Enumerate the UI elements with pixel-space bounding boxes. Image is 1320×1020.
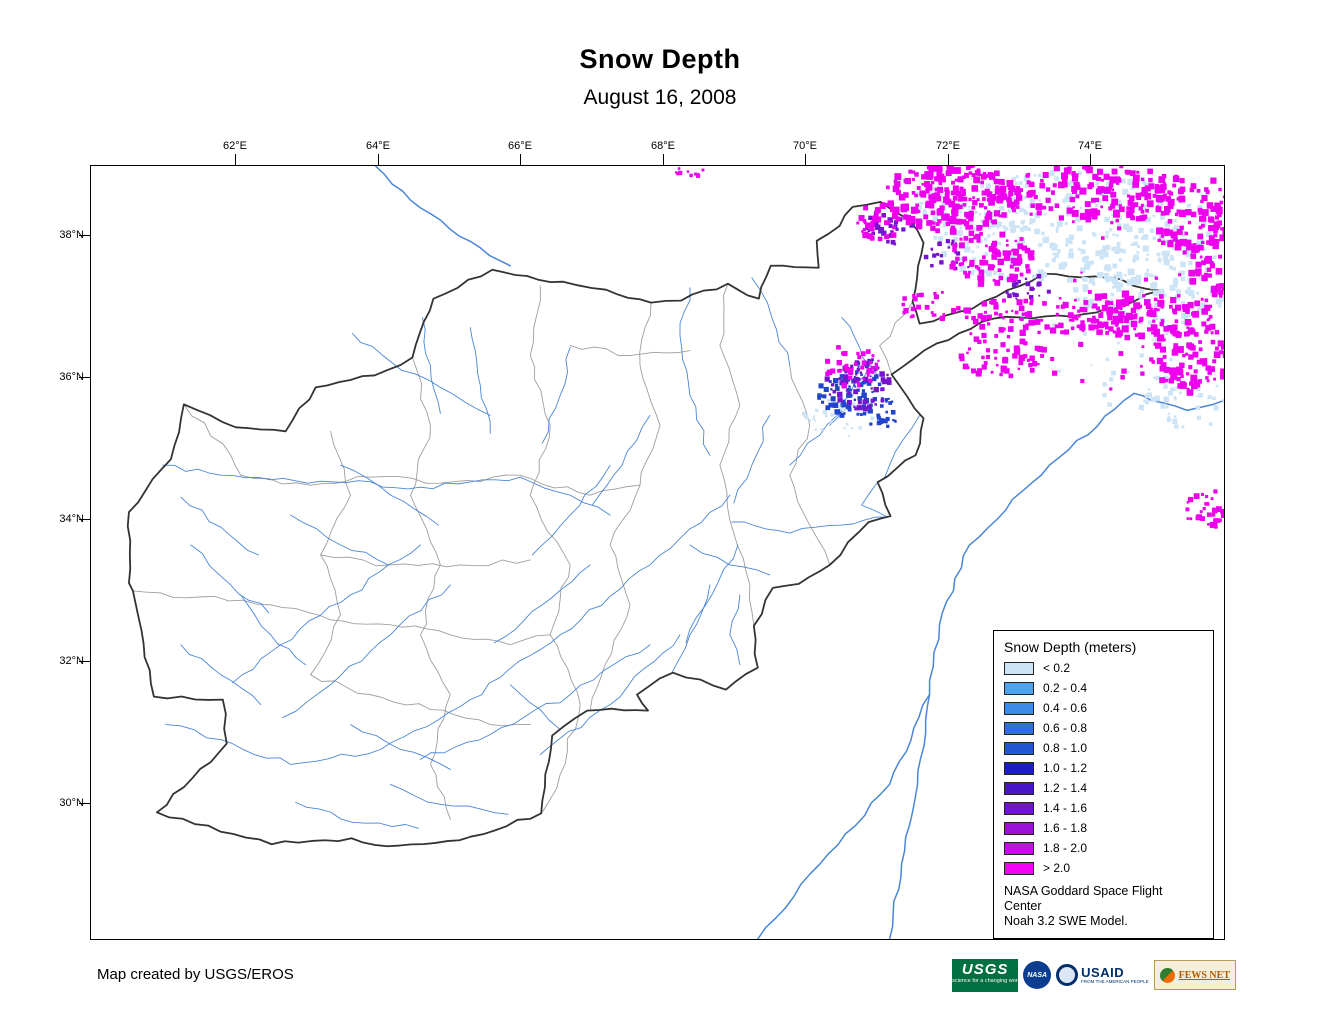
lon-tick-mark: [805, 154, 806, 165]
legend-item-label: 1.0 - 1.2: [1043, 761, 1088, 775]
legend-item: 1.2 - 1.4: [1004, 782, 1203, 795]
nasa-logo-text: NASA: [1027, 971, 1048, 979]
lat-tick-mark: [79, 803, 90, 804]
usaid-logo-text: USAID: [1081, 965, 1125, 980]
legend-swatch: [1004, 802, 1034, 815]
lon-tick-label: 74°E: [1078, 140, 1102, 152]
lat-tick-mark: [79, 519, 90, 520]
legend-swatch: [1004, 682, 1034, 695]
legend-item-label: 0.4 - 0.6: [1043, 701, 1088, 715]
usgs-logo-text: USGS: [961, 960, 1009, 978]
usaid-emblem-icon: [1056, 964, 1079, 986]
legend-item-label: 1.6 - 1.8: [1043, 821, 1088, 835]
page-subtitle: August 16, 2008: [583, 86, 737, 109]
legend-item-label: 0.8 - 1.0: [1043, 741, 1088, 755]
legend-swatch: [1004, 782, 1034, 795]
lon-tick-mark: [378, 154, 379, 165]
lat-tick-label: 38°N: [59, 229, 84, 241]
legend: Snow Depth (meters) < 0.2 0.2 - 0.4 0.4 …: [993, 630, 1214, 939]
map-canvas: [126, 166, 1224, 939]
lon-tick-label: 64°E: [366, 140, 390, 152]
legend-item-label: 0.6 - 0.8: [1043, 721, 1088, 735]
lat-tick-mark: [79, 377, 90, 378]
lon-tick-mark: [520, 154, 521, 165]
legend-note-line1: NASA Goddard Space Flight Center: [1004, 884, 1163, 913]
lon-tick-mark: [663, 154, 664, 165]
lat-tick-mark: [79, 235, 90, 236]
legend-item: 0.8 - 1.0: [1004, 742, 1203, 755]
legend-item: 0.4 - 0.6: [1004, 702, 1203, 715]
legend-swatch: [1004, 842, 1034, 855]
lat-tick-label: 32°N: [59, 655, 84, 667]
legend-swatch: [1004, 722, 1034, 735]
lat-tick-label: 34°N: [59, 513, 84, 525]
usgs-logo-tagline: science for a changing world: [952, 977, 1022, 984]
legend-note: NASA Goddard Space Flight Center Noah 3.…: [1004, 884, 1203, 929]
legend-swatch: [1004, 822, 1034, 835]
legend-item-label: > 2.0: [1043, 861, 1071, 875]
legend-item-label: 0.2 - 0.4: [1043, 681, 1088, 695]
legend-swatch: [1004, 742, 1034, 755]
lon-tick-label: 66°E: [508, 140, 532, 152]
legend-item: 0.6 - 0.8: [1004, 722, 1203, 735]
lon-tick-mark: [948, 154, 949, 165]
legend-item-label: < 0.2: [1043, 661, 1071, 675]
lon-tick-label: 62°E: [223, 140, 247, 152]
fews-net-logo: FEWS NET: [1153, 960, 1236, 990]
fews-net-logo-text: FEWS NET: [1178, 969, 1230, 981]
legend-item-label: 1.2 - 1.4: [1043, 781, 1088, 795]
lat-tick-label: 30°N: [59, 797, 84, 809]
usgs-logo: USGS science for a changing world: [952, 958, 1022, 992]
usaid-logo-textblock: USAID FROM THE AMERICAN PEOPLE: [1081, 966, 1148, 984]
lon-tick-mark: [1090, 154, 1091, 165]
legend-swatch: [1004, 702, 1034, 715]
legend-item-label: 1.4 - 1.6: [1043, 801, 1088, 815]
logo-row: USGS science for a changing world NASA U…: [952, 956, 1236, 994]
lon-tick-label: 72°E: [936, 140, 960, 152]
legend-swatch: [1004, 862, 1034, 875]
lon-tick-label: 68°E: [651, 140, 675, 152]
legend-item: 1.6 - 1.8: [1004, 822, 1203, 835]
lon-tick-label: 70°E: [793, 140, 817, 152]
nasa-logo-icon: NASA: [1023, 961, 1052, 989]
legend-swatch: [1004, 662, 1034, 675]
legend-item: 1.4 - 1.6: [1004, 802, 1203, 815]
legend-title: Snow Depth (meters): [1004, 639, 1137, 655]
legend-item: 1.8 - 2.0: [1004, 842, 1203, 855]
legend-item: > 2.0: [1004, 862, 1203, 875]
lat-tick-mark: [79, 661, 90, 662]
map-credit: Map created by USGS/EROS: [97, 966, 294, 983]
legend-item: 0.2 - 0.4: [1004, 682, 1203, 695]
page-title: Snow Depth: [579, 44, 741, 74]
legend-item: < 0.2: [1004, 662, 1203, 675]
legend-item: 1.0 - 1.2: [1004, 762, 1203, 775]
lon-tick-mark: [235, 154, 236, 165]
legend-swatch: [1004, 762, 1034, 775]
legend-item-label: 1.8 - 2.0: [1043, 841, 1088, 855]
fews-net-globe-icon: [1159, 967, 1175, 983]
usaid-logo-tagline: FROM THE AMERICAN PEOPLE: [1081, 979, 1149, 984]
map-frame: Snow Depth (meters) < 0.2 0.2 - 0.4 0.4 …: [90, 165, 1225, 940]
lat-tick-label: 36°N: [59, 371, 84, 383]
usaid-logo: USAID FROM THE AMERICAN PEOPLE: [1056, 964, 1149, 986]
legend-note-line2: Noah 3.2 SWE Model.: [1004, 914, 1128, 928]
